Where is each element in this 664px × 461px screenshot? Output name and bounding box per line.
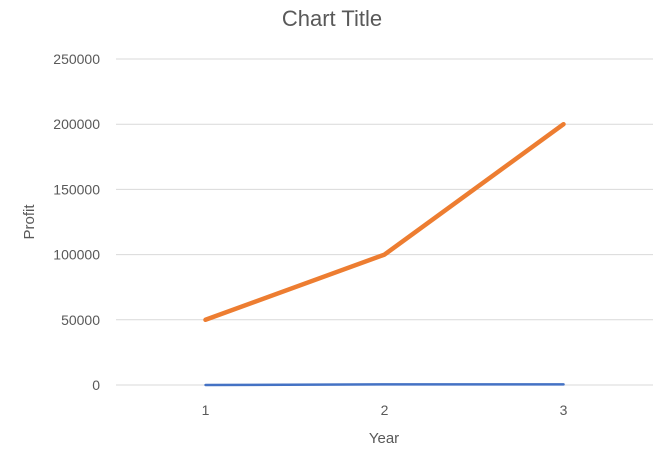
series-line-2 [203, 121, 566, 323]
x-tick-label: 2 [381, 402, 389, 418]
y-tick-label: 0 [92, 377, 100, 393]
y-axis-tick-labels: 0 50000 100000 150000 200000 250000 [53, 51, 100, 393]
y-tick-label: 250000 [53, 51, 100, 67]
x-tick-label: 1 [202, 402, 210, 418]
y-tick-label: 50000 [61, 312, 100, 328]
series-line-1 [204, 383, 565, 387]
gridlines [116, 58, 653, 386]
x-axis-title: Year [369, 430, 399, 447]
y-tick-label: 200000 [53, 116, 100, 132]
y-tick-label: 150000 [53, 181, 100, 197]
x-axis-tick-labels: 1 2 3 [202, 402, 568, 418]
x-tick-label: 3 [560, 402, 568, 418]
y-axis-title: Profit [21, 204, 38, 240]
chart-title: Chart Title [282, 6, 382, 31]
y-tick-label: 100000 [53, 247, 100, 263]
series-lines [203, 121, 566, 387]
